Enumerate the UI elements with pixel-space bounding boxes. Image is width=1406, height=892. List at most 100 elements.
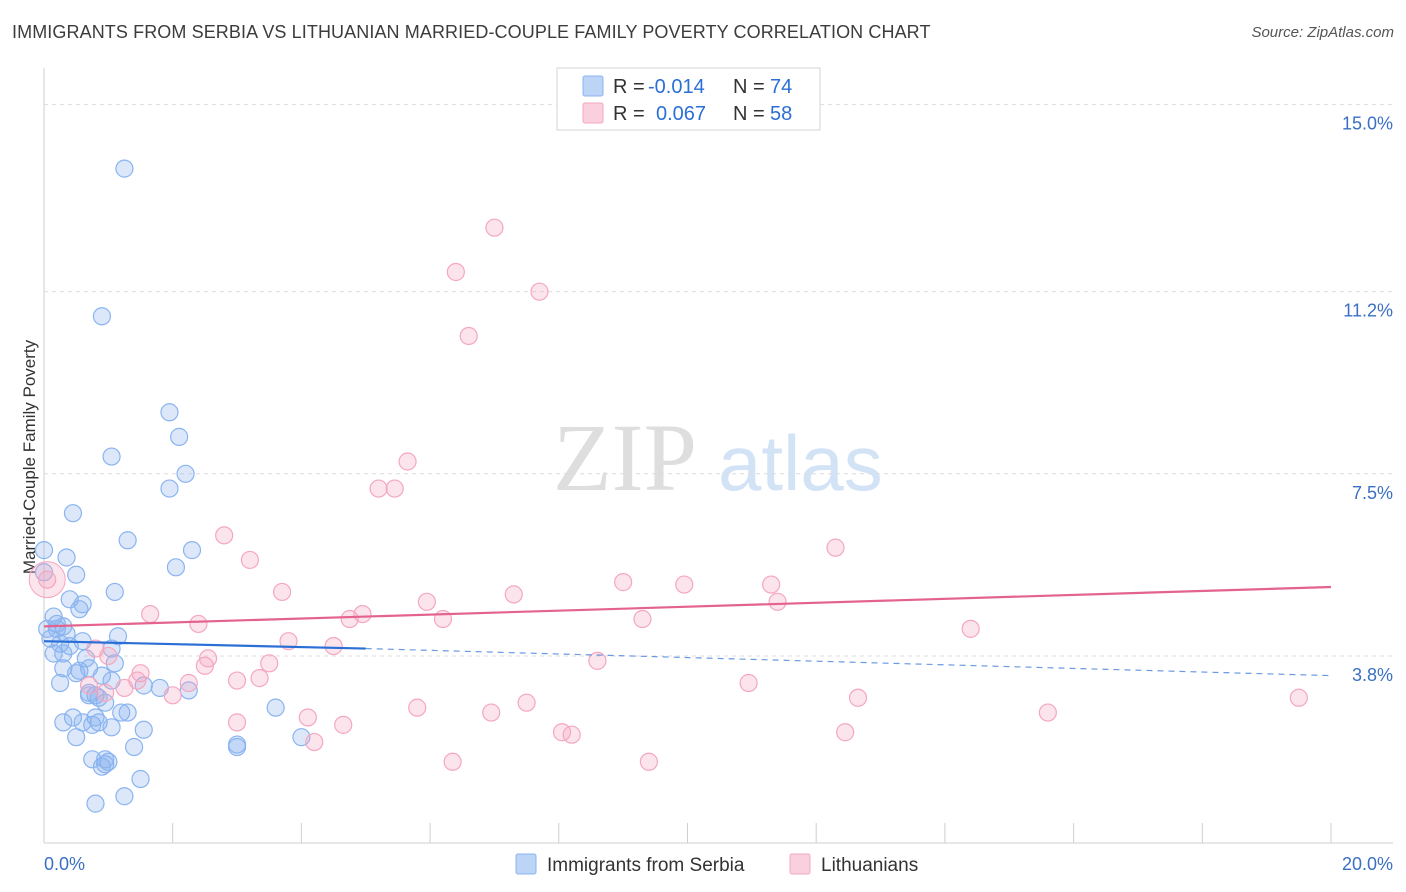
point-lithuanians bbox=[482, 703, 501, 722]
point-serbia bbox=[105, 582, 124, 602]
bottom-legend: Immigrants from Serbia Lithuanians bbox=[515, 853, 918, 876]
point-lithuanians bbox=[179, 673, 198, 693]
point-serbia bbox=[118, 531, 137, 550]
point-serbia bbox=[176, 464, 195, 483]
point-lithuanians bbox=[826, 538, 845, 557]
point-lithuanians bbox=[369, 479, 388, 498]
point-lithuanians bbox=[836, 723, 855, 742]
point-serbia bbox=[166, 558, 186, 577]
point-serbia bbox=[160, 403, 179, 422]
point-lithuanians bbox=[334, 715, 353, 734]
point-lithuanians bbox=[305, 732, 324, 752]
grid-lines bbox=[44, 104, 1393, 657]
legend-r-value-1: -0.014 bbox=[648, 76, 705, 98]
point-lithuanians bbox=[189, 614, 208, 634]
point-serbia bbox=[92, 666, 112, 685]
point-lithuanians bbox=[517, 693, 536, 712]
point-lithuanians bbox=[768, 592, 787, 611]
legend-swatch-lithuanians bbox=[582, 102, 604, 124]
bottom-legend-serbia: Immigrants from Serbia bbox=[547, 855, 745, 876]
point-serbia bbox=[47, 619, 66, 638]
x-tick-label-min: 0.0% bbox=[44, 854, 85, 874]
point-lithuanians bbox=[195, 656, 214, 675]
point-lithuanians bbox=[1038, 703, 1057, 722]
trend-serbia-solid bbox=[43, 640, 366, 650]
point-lithuanians bbox=[485, 218, 504, 237]
y-tick-label: 11.2% bbox=[1343, 301, 1393, 321]
point-lithuanians bbox=[240, 550, 260, 570]
point-lithuanians bbox=[250, 668, 269, 688]
point-lithuanians bbox=[215, 526, 234, 545]
legend: R = -0.014 N = 74 R = 0.067 N = 58 bbox=[556, 67, 821, 131]
point-lithuanians bbox=[227, 713, 247, 732]
point-lithuanians bbox=[340, 609, 359, 629]
point-serbia bbox=[57, 548, 76, 567]
point-lithuanians bbox=[141, 604, 160, 624]
point-serbia bbox=[105, 654, 124, 673]
legend-n-label-2: N = bbox=[733, 103, 765, 125]
point-lithuanians bbox=[504, 585, 523, 604]
point-serbia bbox=[115, 159, 134, 178]
point-serbia bbox=[67, 565, 86, 584]
y-axis-label: Married-Couple Family Poverty bbox=[20, 339, 39, 574]
point-lithuanians bbox=[99, 646, 118, 666]
point-serbia bbox=[266, 698, 285, 717]
chart-title: IMMIGRANTS FROM SERBIA VS LITHUANIAN MAR… bbox=[12, 22, 931, 42]
source-label: Source: ZipAtlas.com bbox=[1251, 24, 1394, 41]
point-serbia bbox=[182, 541, 202, 560]
point-serbia bbox=[134, 720, 153, 739]
point-serbia bbox=[160, 479, 179, 498]
point-serbia bbox=[44, 644, 63, 663]
series-serbia-points bbox=[34, 159, 311, 813]
legend-r-value-2: 0.067 bbox=[656, 103, 706, 125]
point-serbia bbox=[124, 737, 144, 757]
point-lithuanians bbox=[443, 752, 462, 771]
point-serbia bbox=[96, 693, 115, 712]
trend-lithuanians bbox=[43, 585, 1332, 628]
point-serbia bbox=[70, 600, 89, 619]
point-lithuanians bbox=[163, 686, 182, 705]
watermark: ZIP atlas bbox=[553, 404, 883, 511]
watermark-zip: ZIP bbox=[553, 404, 697, 511]
x-tick-labels: 0.0% 20.0% bbox=[44, 854, 1393, 874]
bottom-legend-lithuanians: Lithuanians bbox=[821, 855, 918, 876]
point-serbia bbox=[73, 595, 92, 614]
y-tick-label: 7.5% bbox=[1352, 483, 1393, 503]
legend-n-label-1: N = bbox=[733, 76, 765, 98]
point-serbia bbox=[102, 718, 121, 737]
legend-r-label-1: R = bbox=[613, 76, 645, 98]
point-lithuanians bbox=[260, 654, 279, 673]
point-lithuanians bbox=[639, 752, 658, 771]
point-lithuanians bbox=[115, 678, 134, 698]
point-lithuanians bbox=[961, 619, 980, 638]
point-serbia bbox=[54, 713, 73, 732]
series-lithuanians-points bbox=[28, 218, 1308, 771]
point-serbia bbox=[47, 614, 66, 634]
point-lithuanians bbox=[385, 479, 404, 498]
point-serbia bbox=[92, 757, 112, 776]
watermark-atlas: atlas bbox=[718, 419, 883, 507]
legend-r-label-2: R = bbox=[613, 103, 645, 125]
point-serbia bbox=[118, 703, 137, 722]
point-serbia bbox=[115, 787, 134, 806]
point-serbia bbox=[96, 755, 115, 774]
point-lithuanians bbox=[588, 651, 607, 670]
point-lithuanians bbox=[530, 282, 549, 301]
point-serbia bbox=[112, 703, 131, 722]
point-serbia bbox=[34, 541, 54, 560]
point-serbia bbox=[38, 619, 57, 638]
point-lithuanians bbox=[562, 725, 581, 744]
point-lithuanians-large bbox=[28, 561, 66, 599]
point-lithuanians bbox=[408, 698, 427, 717]
point-lithuanians bbox=[38, 570, 57, 589]
point-lithuanians bbox=[675, 575, 694, 594]
point-lithuanians bbox=[848, 688, 868, 707]
point-lithuanians bbox=[614, 573, 633, 592]
point-lithuanians bbox=[446, 262, 465, 282]
trend-lines bbox=[43, 585, 1332, 677]
point-serbia bbox=[67, 728, 86, 747]
point-serbia bbox=[131, 769, 150, 789]
bottom-legend-swatch-serbia bbox=[515, 853, 537, 875]
point-lithuanians bbox=[633, 609, 652, 629]
